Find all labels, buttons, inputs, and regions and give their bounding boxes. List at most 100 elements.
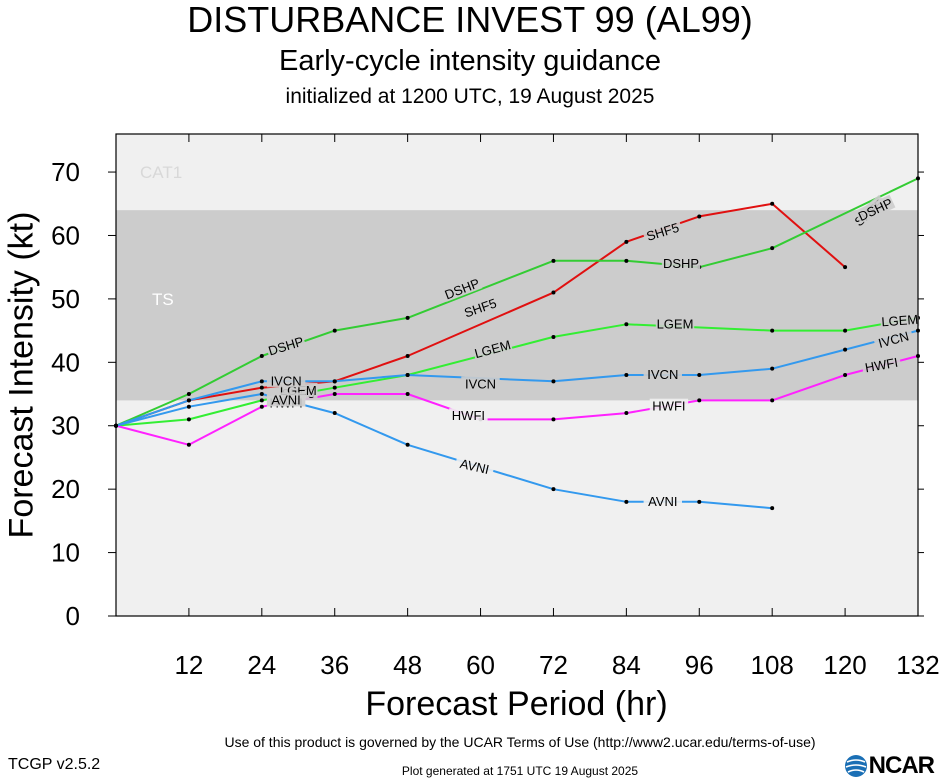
series-label-bg	[459, 294, 501, 321]
data-point-hwfi	[405, 392, 410, 397]
data-point-shf5	[405, 353, 410, 358]
data-point-avni	[259, 392, 264, 397]
data-point-dshp	[551, 258, 556, 263]
series-label-text: HWFI	[864, 355, 899, 376]
band-label-cat1: CAT1	[140, 163, 182, 182]
data-point-hwfi	[843, 373, 848, 377]
data-point-lgem	[770, 328, 775, 333]
y-tick-label: 0	[66, 601, 80, 631]
x-tick-label: 48	[393, 650, 422, 680]
data-point-dshp	[624, 258, 629, 263]
data-point-avni	[551, 487, 556, 492]
series-label-avni: AVNI	[454, 454, 496, 478]
series-label-text: LGEM	[657, 316, 694, 331]
series-label-bg	[649, 398, 689, 413]
series-label-ivcn: IVCN	[266, 373, 306, 388]
data-point-hwfi	[186, 442, 191, 447]
series-label-hwfi: HWFI	[861, 354, 902, 376]
data-point-shf5	[259, 385, 264, 390]
data-point-lgem	[624, 322, 629, 327]
series-label-bg	[642, 219, 683, 244]
data-point-dshp	[186, 392, 191, 397]
data-point-ivcn	[624, 373, 629, 377]
series-label-text: HWFI	[452, 408, 485, 423]
data-point-hwfi	[770, 398, 775, 403]
data-point-dshp	[332, 328, 337, 333]
chart-subtitle: Early-cycle intensity guidance	[278, 45, 661, 77]
y-tick-label: 10	[51, 538, 80, 568]
series-label-dshp: DSHP	[661, 256, 701, 271]
chart-title: DISTURBANCE INVEST 99 (AL99)	[187, 0, 753, 40]
data-point-avni	[624, 499, 629, 504]
band-cat1	[116, 134, 918, 211]
series-line-dshp	[115, 177, 919, 427]
ncar-logo: NCAR	[843, 752, 935, 780]
series-label-bg	[472, 336, 513, 361]
generated-time: Plot generated at 1751 UTC 19 August 202…	[401, 764, 639, 778]
x-tick-label: 12	[174, 650, 203, 680]
ncar-globe-icon	[844, 755, 867, 777]
y-axis-title: Forecast Intensity (kt)	[2, 211, 41, 539]
x-tick-label: 72	[539, 650, 568, 680]
x-tick-label: 36	[320, 650, 349, 680]
data-point-avni	[770, 506, 775, 511]
y-tick-label: 40	[51, 347, 80, 377]
data-point-shf5	[770, 201, 775, 206]
data-point-dshp	[259, 353, 264, 358]
series-label-avni: AVNI	[266, 392, 306, 407]
plot-frame	[115, 133, 919, 617]
series-label-bg	[266, 373, 306, 388]
series-label-hwfi: HWFI	[649, 398, 689, 414]
data-point-shf5	[624, 239, 629, 244]
series-label-ivcn: IVCN	[461, 376, 500, 392]
series-label-bg	[265, 333, 307, 358]
series-line-shf5	[115, 202, 846, 427]
series-label-bg	[461, 376, 500, 391]
data-point-ivcn	[405, 373, 410, 377]
y-tick-label: 30	[51, 411, 80, 441]
series-line-hwfi	[115, 355, 919, 446]
data-point-hwfi	[259, 404, 264, 409]
series-label-bg	[441, 275, 483, 302]
series-label-bg	[655, 316, 695, 331]
data-point-hwfi	[697, 398, 702, 403]
data-point-shf5	[551, 290, 556, 295]
data-point-ivcn	[332, 379, 337, 384]
series-label-avni: AVNI	[643, 493, 682, 509]
x-tick-label: 24	[247, 650, 276, 680]
series-label-bg	[266, 392, 306, 407]
series-label-bg	[643, 493, 682, 508]
series-label-text: AVNI	[271, 392, 300, 407]
data-point-shf5	[697, 214, 702, 219]
series-label-bg	[661, 256, 701, 270]
series-label-bg	[854, 194, 896, 224]
series-label-text: LGEM	[881, 312, 919, 330]
data-point-hwfi	[332, 392, 337, 397]
data-point-ivcn	[259, 379, 264, 384]
series-label-text: IVCN	[465, 377, 496, 392]
series-label-hwfi: HWFI	[449, 408, 488, 423]
series-label-text: IVCN	[647, 367, 678, 382]
data-point-hwfi	[551, 417, 556, 422]
data-point-lgem	[259, 398, 264, 403]
data-point-avni	[186, 404, 191, 409]
series-label-bg	[861, 354, 902, 375]
data-point-ivcn	[697, 373, 702, 377]
series-label-bg	[454, 454, 496, 478]
data-point-ivcn	[186, 398, 191, 403]
data-point-avni	[332, 411, 337, 416]
data-point-ivcn	[551, 379, 556, 384]
x-tick-label: 132	[896, 650, 939, 680]
y-tick-label: 60	[51, 220, 80, 250]
band-ts	[116, 210, 918, 401]
series-label-text: HWFI	[652, 399, 685, 414]
data-point-hwfi	[624, 411, 629, 416]
terms-of-use: Use of this product is governed by the U…	[224, 734, 816, 750]
band-label-ts: TS	[152, 290, 174, 309]
version-label: TCGP v2.5.2	[8, 756, 101, 773]
series-label-lgem: LGEM	[655, 316, 695, 331]
data-point-shf5	[843, 265, 848, 270]
y-tick-label: 20	[51, 474, 80, 504]
data-point-dshp	[770, 246, 775, 251]
